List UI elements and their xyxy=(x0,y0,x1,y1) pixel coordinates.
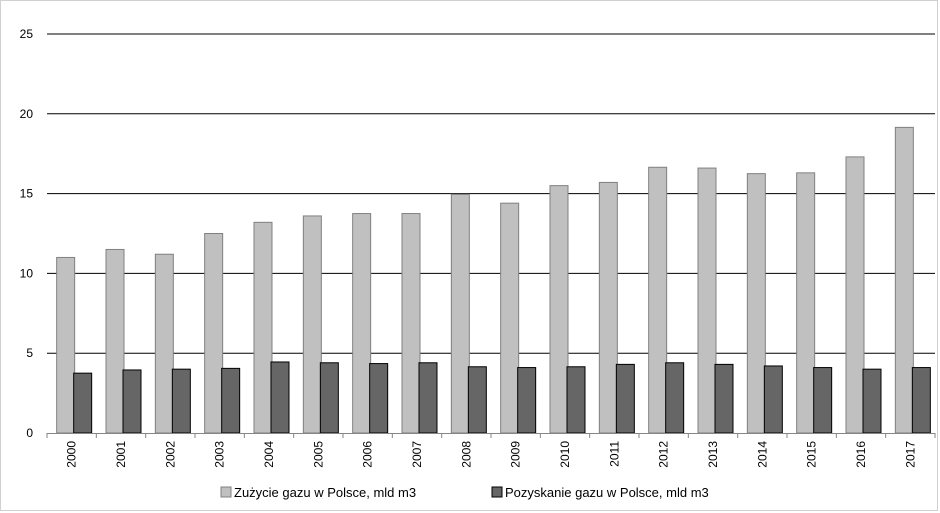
bar-production xyxy=(714,363,734,434)
bar-production xyxy=(73,372,93,434)
bar-production xyxy=(566,366,586,434)
x-tick-label: 2017 xyxy=(903,441,917,468)
bar-consumption xyxy=(253,221,273,434)
y-tick-label: 15 xyxy=(20,187,34,201)
legend-swatch xyxy=(220,486,232,498)
bar-consumption xyxy=(105,248,125,434)
bar-consumption xyxy=(894,126,914,434)
bar-production xyxy=(467,366,487,434)
x-tick-label: 2013 xyxy=(706,441,720,468)
x-tick-label: 2010 xyxy=(558,441,572,468)
bar-consumption xyxy=(598,181,618,434)
bar-consumption xyxy=(401,213,421,434)
bar-production xyxy=(517,367,537,434)
x-tick-label: 2008 xyxy=(459,441,473,468)
bar-consumption xyxy=(450,193,470,434)
bar-consumption xyxy=(500,202,520,434)
y-tick-label: 0 xyxy=(26,426,33,440)
y-tick-label: 10 xyxy=(20,266,34,280)
bar-production xyxy=(122,369,142,434)
bar-consumption xyxy=(648,166,668,434)
x-tick-label: 2006 xyxy=(361,441,375,468)
bar-consumption xyxy=(697,167,717,434)
x-tick-label: 2014 xyxy=(755,441,769,468)
x-tick-label: 2003 xyxy=(213,441,227,468)
bar-production xyxy=(763,365,783,434)
bar-consumption xyxy=(352,213,372,434)
legend-label: Zużycie gazu w Polsce, mld m3 xyxy=(234,485,416,500)
bar-consumption xyxy=(204,233,224,434)
x-tick-label: 2000 xyxy=(65,441,79,468)
gridlines xyxy=(47,33,935,354)
legend-label: Pozyskanie gazu w Polsce, mld m3 xyxy=(505,485,709,500)
bar-consumption xyxy=(845,156,865,434)
x-tick-label: 2004 xyxy=(262,441,276,468)
x-tick-label: 2012 xyxy=(657,441,671,468)
bar-production xyxy=(862,368,882,434)
x-tick-label: 2011 xyxy=(607,441,621,467)
x-tick-label: 2007 xyxy=(410,441,424,468)
y-tick-label: 25 xyxy=(20,27,34,41)
bars xyxy=(56,126,931,434)
bar-consumption xyxy=(746,173,766,434)
y-axis-ticks: 0 5 10 15 20 25 xyxy=(20,27,34,440)
bar-production xyxy=(319,362,339,434)
bar-production xyxy=(171,368,191,434)
x-tick-label: 2002 xyxy=(163,441,177,468)
legend: Zużycie gazu w Polsce, mld m3 Pozyskanie … xyxy=(220,485,709,500)
bar-consumption xyxy=(796,172,816,434)
x-tick-label: 2016 xyxy=(854,441,868,468)
bar-production xyxy=(221,367,241,434)
y-tick-label: 5 xyxy=(26,346,33,360)
legend-swatch xyxy=(491,486,503,498)
bar-production xyxy=(911,367,931,434)
bar-consumption xyxy=(154,253,174,434)
x-tick-label: 2015 xyxy=(805,441,819,468)
x-tick-label: 2009 xyxy=(509,441,523,468)
bar-production xyxy=(369,363,389,434)
bar-consumption xyxy=(302,215,322,434)
bar-consumption xyxy=(56,256,76,434)
bar-production xyxy=(418,362,438,434)
bar-production xyxy=(270,361,290,434)
bar-consumption xyxy=(549,185,569,434)
x-axis-ticks: 2000 2001 2002 2003 2004 2005 2006 2007 2008 2009… xyxy=(46,433,936,468)
bar-production xyxy=(615,363,635,434)
bar-production xyxy=(665,362,685,434)
y-tick-label: 20 xyxy=(20,107,34,121)
x-tick-label: 2001 xyxy=(114,441,128,468)
bar-production xyxy=(813,367,833,434)
x-tick-label: 2005 xyxy=(311,441,325,468)
